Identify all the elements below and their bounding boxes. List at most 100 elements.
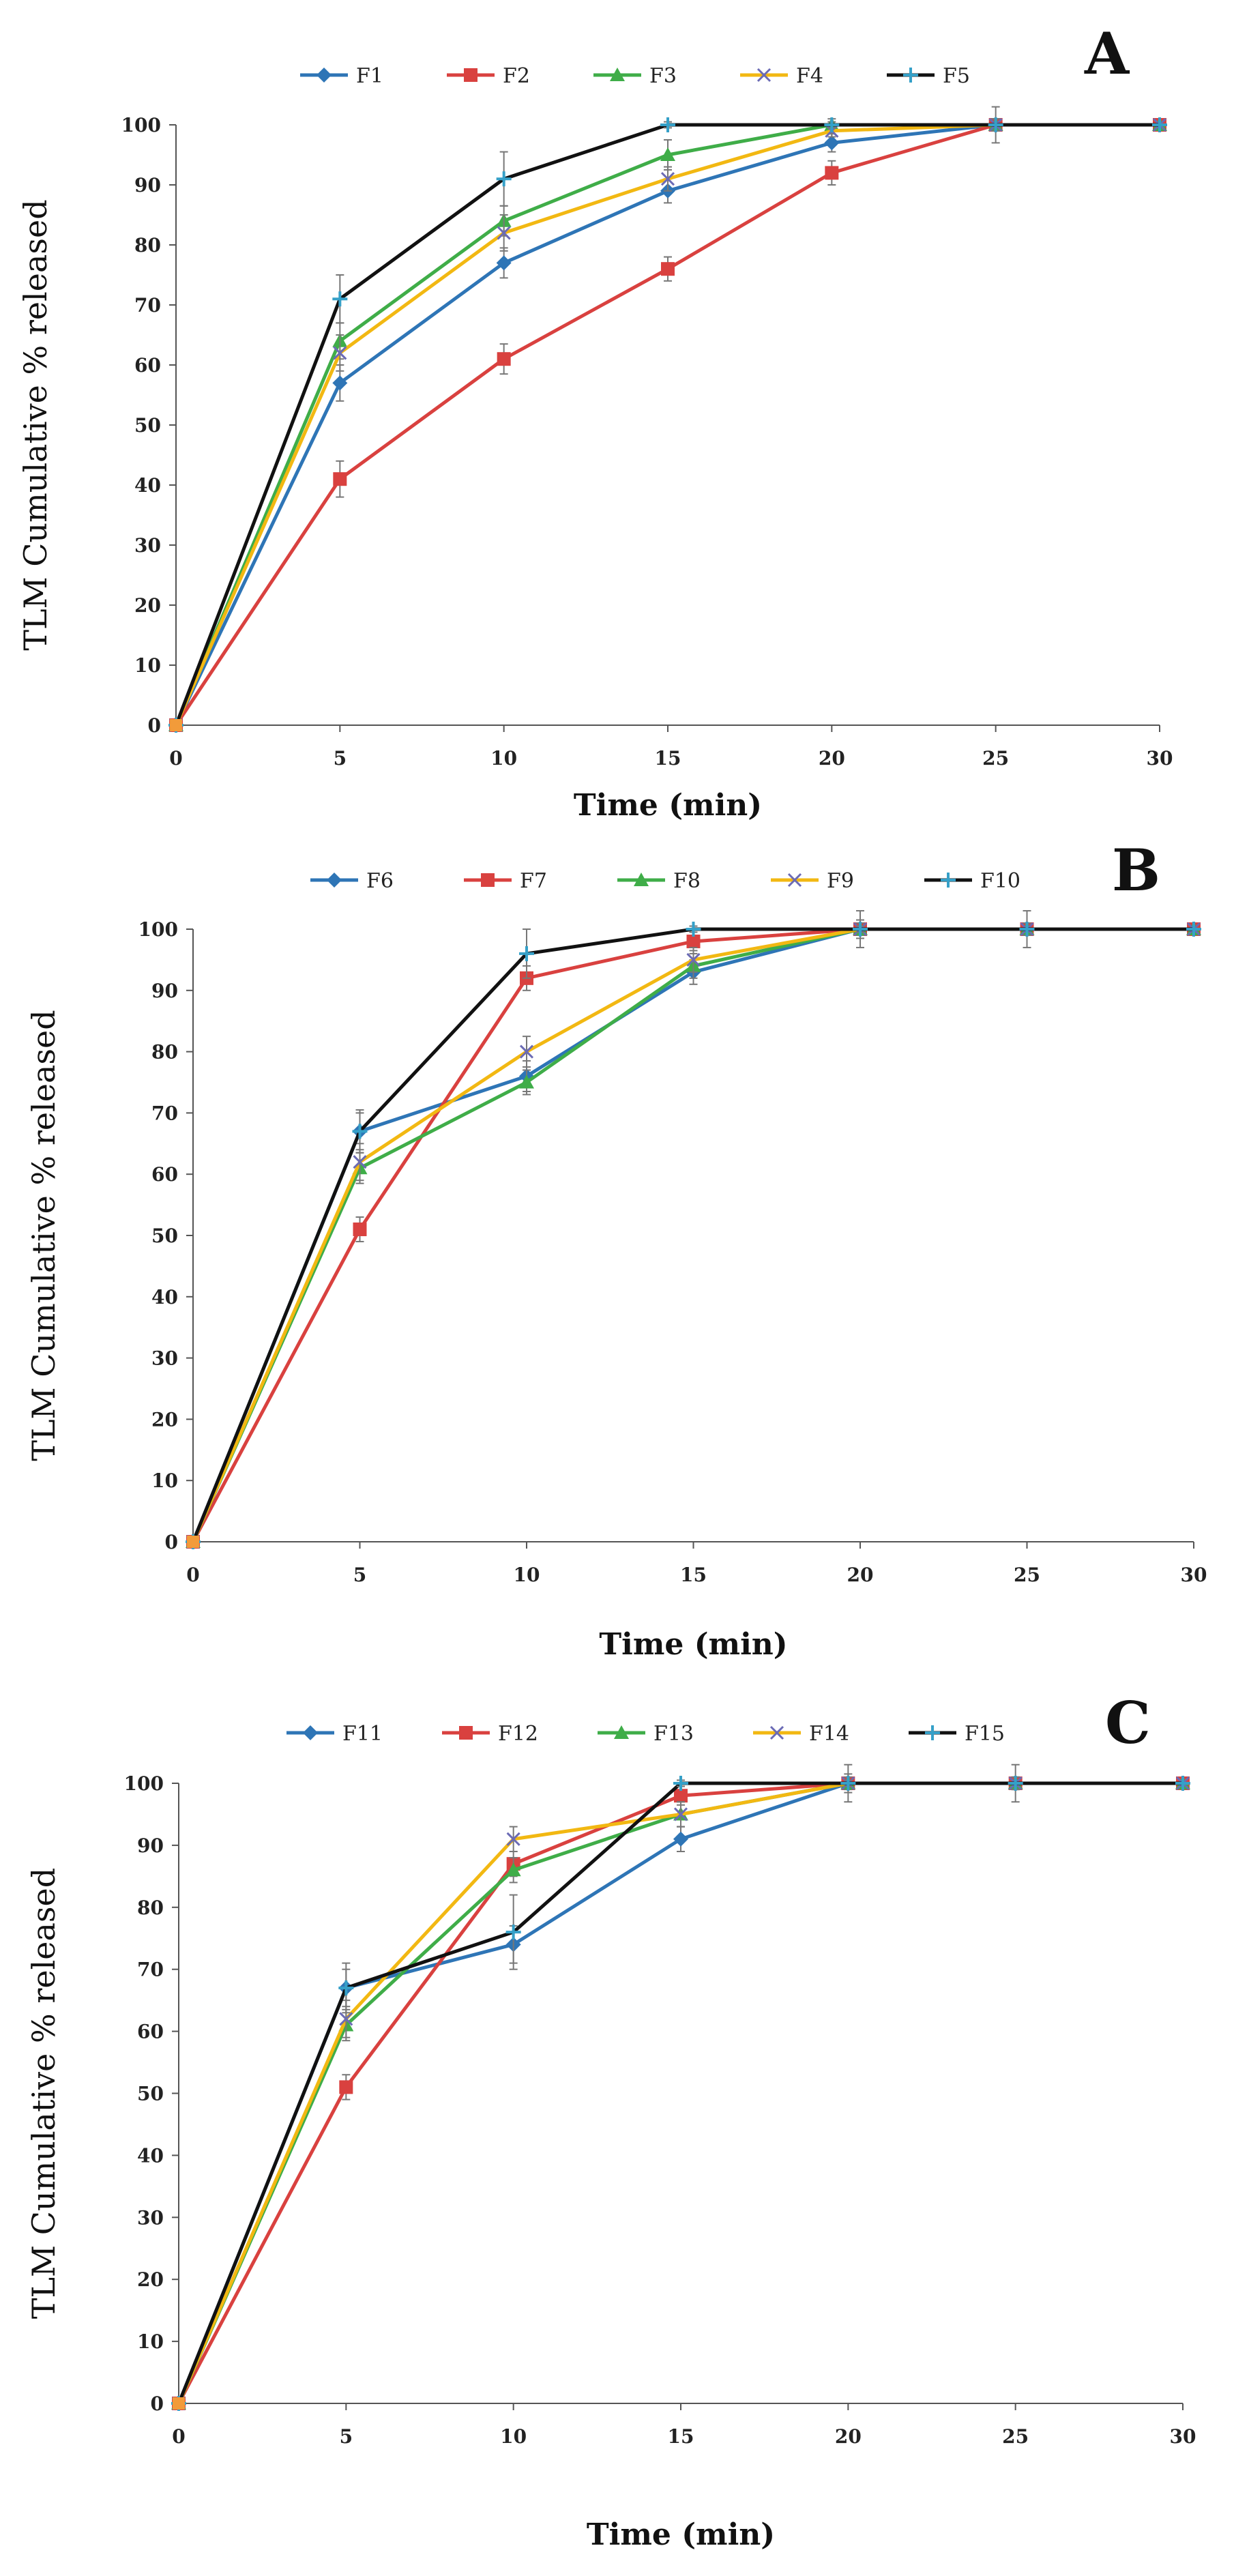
legend: F11 F12 F13 F14 F15 bbox=[286, 1722, 1005, 1746]
legend-swatch-marker bbox=[317, 68, 332, 83]
series-f8 bbox=[186, 922, 1201, 1548]
y-tick-label: 0 bbox=[165, 1531, 178, 1553]
data-point bbox=[333, 346, 347, 360]
series-f15 bbox=[171, 1776, 1190, 2411]
y-tick-label: 50 bbox=[137, 2083, 164, 2105]
legend-swatch-marker bbox=[327, 873, 342, 888]
series-line bbox=[191, 927, 1194, 1543]
legend-item-f13: F13 bbox=[598, 1722, 694, 1746]
series-f6 bbox=[186, 910, 1201, 1549]
legend-swatch-marker bbox=[634, 873, 649, 886]
legend-label: F8 bbox=[673, 869, 701, 893]
y-tick-label: 20 bbox=[134, 594, 161, 617]
data-point bbox=[352, 1124, 368, 1139]
data-point bbox=[353, 1155, 367, 1169]
x-tick-label: 0 bbox=[172, 2425, 185, 2448]
y-tick-label: 10 bbox=[134, 654, 161, 677]
series-line bbox=[177, 1781, 1183, 2404]
legend-swatch-marker bbox=[481, 873, 495, 887]
series-f7 bbox=[186, 922, 1201, 1549]
series-line bbox=[174, 123, 1160, 726]
y-tick-label: 30 bbox=[134, 534, 161, 557]
x-tick-label: 30 bbox=[1181, 1564, 1207, 1586]
legend-swatch-marker bbox=[769, 1725, 784, 1740]
legend-item-f1: F1 bbox=[300, 64, 383, 88]
y-tick-label: 10 bbox=[137, 2330, 164, 2353]
y-tick-label: 0 bbox=[148, 714, 161, 737]
legend-label: F4 bbox=[796, 64, 823, 88]
series-f12 bbox=[172, 1776, 1190, 2410]
y-tick-label: 90 bbox=[151, 980, 178, 1002]
data-point bbox=[519, 946, 534, 961]
series-line bbox=[177, 1781, 1183, 2405]
x-tick-label: 20 bbox=[835, 2425, 862, 2448]
origin-marker bbox=[170, 719, 182, 731]
legend-item-f15: F15 bbox=[909, 1722, 1005, 1746]
series-line bbox=[191, 927, 1194, 1543]
legend: F1 F2 F3 F4 F5 bbox=[300, 64, 970, 88]
y-tick-label: 60 bbox=[137, 2021, 164, 2043]
legend-label: F10 bbox=[980, 869, 1020, 893]
x-tick-label: 15 bbox=[680, 1564, 707, 1586]
series-f11 bbox=[171, 1763, 1190, 2411]
series-line bbox=[191, 927, 1194, 1542]
data-point bbox=[505, 1924, 521, 1940]
data-point bbox=[497, 352, 511, 366]
legend-label: F6 bbox=[366, 869, 394, 893]
y-tick-label: 70 bbox=[137, 1959, 164, 1981]
series-line bbox=[174, 123, 1160, 727]
data-point bbox=[988, 117, 1003, 132]
x-tick-label: 25 bbox=[1014, 1564, 1040, 1586]
x-axis-title: Time (min) bbox=[574, 788, 762, 823]
y-tick-label: 70 bbox=[151, 1102, 178, 1124]
y-tick-label: 20 bbox=[151, 1408, 178, 1431]
series-line bbox=[177, 1781, 1183, 2404]
data-point bbox=[660, 172, 675, 186]
data-point bbox=[660, 147, 675, 161]
series-f9 bbox=[186, 910, 1201, 1549]
legend-item-f9: F9 bbox=[771, 869, 854, 893]
series-f14 bbox=[171, 1763, 1190, 2411]
data-point bbox=[824, 135, 840, 151]
chart-panel-b: 0 10 20 30 40 50 60 70 80 90 100 0 5 10 15 20 25 30 Time (… bbox=[25, 836, 1207, 1662]
legend-label: F9 bbox=[827, 869, 854, 893]
data-point bbox=[496, 255, 512, 271]
panel-label: C bbox=[1105, 1689, 1151, 1757]
data-point bbox=[496, 171, 512, 187]
data-point bbox=[840, 1776, 856, 1791]
y-tick-label: 100 bbox=[138, 918, 178, 941]
x-tick-label: 5 bbox=[334, 747, 347, 770]
series-f5 bbox=[168, 117, 1167, 733]
data-point bbox=[1175, 1776, 1190, 1791]
y-tick-label: 40 bbox=[134, 474, 161, 497]
data-point bbox=[824, 117, 840, 132]
data-point bbox=[686, 952, 701, 967]
x-tick-label: 25 bbox=[1002, 2425, 1029, 2448]
data-point bbox=[339, 2080, 353, 2094]
y-tick-label: 100 bbox=[121, 114, 161, 136]
legend-label: F12 bbox=[498, 1722, 538, 1746]
data-point bbox=[332, 375, 348, 391]
data-point bbox=[686, 934, 701, 948]
y-tick-label: 80 bbox=[151, 1041, 178, 1064]
data-point bbox=[1186, 922, 1201, 937]
y-tick-label: 50 bbox=[134, 414, 161, 437]
legend-label: F3 bbox=[649, 64, 677, 88]
x-tick-label: 20 bbox=[847, 1564, 874, 1586]
data-point bbox=[1008, 1776, 1023, 1791]
series-line bbox=[177, 1781, 1183, 2404]
y-tick-label: 80 bbox=[134, 234, 161, 257]
x-axis-title: Time (min) bbox=[587, 2517, 775, 2552]
x-tick-label: 10 bbox=[500, 2425, 527, 2448]
legend-swatch-marker bbox=[925, 1725, 940, 1740]
legend-item-f8: F8 bbox=[617, 869, 701, 893]
y-tick-label: 80 bbox=[137, 1897, 164, 1919]
legend-label: F11 bbox=[342, 1722, 383, 1746]
chart-panel-a: 0 10 20 30 40 50 60 70 80 90 100 0 5 10 15 20 25 30 Time (… bbox=[17, 20, 1173, 823]
data-point bbox=[353, 1223, 367, 1237]
panel-label: B bbox=[1112, 836, 1160, 904]
legend-swatch-marker bbox=[303, 1725, 318, 1740]
y-tick-label: 20 bbox=[137, 2268, 164, 2291]
data-point bbox=[660, 117, 675, 132]
